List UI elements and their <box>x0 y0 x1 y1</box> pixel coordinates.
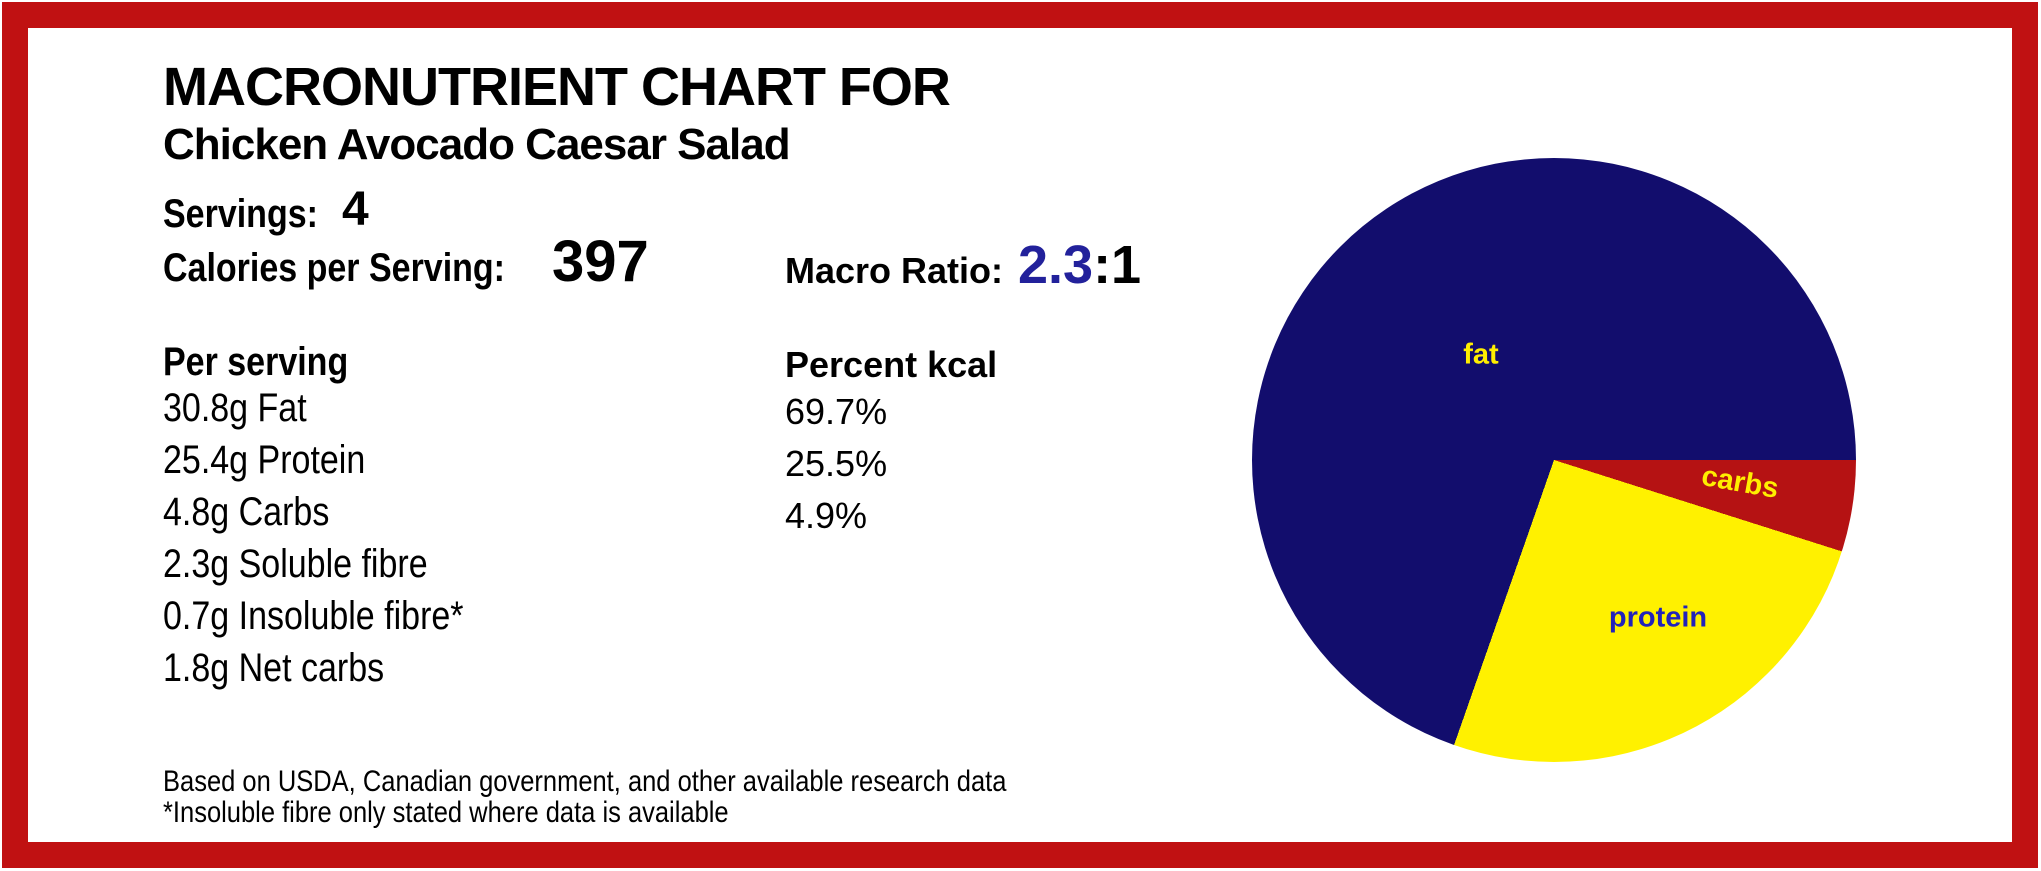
macro-ratio-label: Macro Ratio: <box>785 250 1004 291</box>
calories-label-text: Calories per Serving: <box>163 246 506 290</box>
servings-label: Servings: <box>163 192 345 237</box>
macro-ratio-value: 2.3:1 <box>1018 234 1141 296</box>
macro-pie-chart: fat carbs protein <box>1252 158 1856 762</box>
macro-ratio-suffix: :1 <box>1093 235 1142 295</box>
table-row: 0.7g Insoluble fibre* <box>163 594 464 638</box>
recipe-name: Chicken Avocado Caesar Salad <box>163 120 791 169</box>
calories-per-serving-label: Calories per Serving: <box>163 246 565 291</box>
table-row: 30.8g Fat <box>163 386 307 430</box>
table-row: 25.5% <box>785 443 888 484</box>
footnote-insoluble: *Insoluble fibre only stated where data … <box>163 796 729 829</box>
table-row: 1.8g Net carbs <box>163 646 385 690</box>
servings-label-text: Servings: <box>163 192 318 236</box>
per-serving-heading-text: Per serving <box>163 340 349 384</box>
percent-kcal-heading: Percent kcal <box>785 344 998 385</box>
footnote-source: Based on USDA, Canadian government, and … <box>163 765 1007 798</box>
footnotes: Based on USDA, Canadian government, and … <box>163 766 1155 828</box>
servings-value: 4 <box>342 183 369 236</box>
page-title: MACRONUTRIENT CHART FOR <box>163 57 951 117</box>
table-row: 69.7% <box>785 391 888 432</box>
table-row: 4.8g Carbs <box>163 490 330 534</box>
per-serving-heading: Per serving <box>163 340 381 385</box>
pie-slice-label-protein: protein <box>1608 601 1708 634</box>
per-serving-list: 30.8g Fat 25.4g Protein 4.8g Carbs 2.3g Sol… <box>163 382 517 694</box>
macro-ratio-number: 2.3 <box>1018 235 1094 295</box>
pie-slice-label-fat: fat <box>1463 338 1499 371</box>
table-row: 2.3g Soluble fibre <box>163 542 428 586</box>
percent-kcal-list: 69.7% 25.5% 4.9% <box>785 386 887 542</box>
pie-slice-label-carbs: carbs <box>1699 460 1781 505</box>
table-row: 4.9% <box>785 495 868 536</box>
calories-per-serving-value: 397 <box>552 229 649 294</box>
table-row: 25.4g Protein <box>163 438 366 482</box>
